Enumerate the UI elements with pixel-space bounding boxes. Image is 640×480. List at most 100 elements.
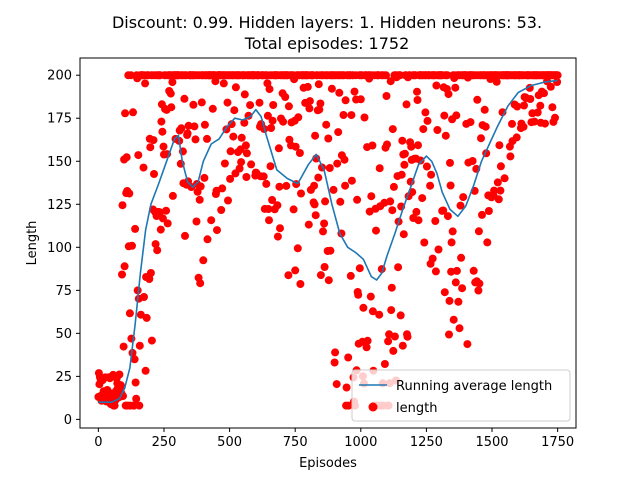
x-tick-label: 1000	[344, 435, 377, 450]
scatter-point	[273, 201, 282, 210]
scatter-point	[508, 119, 516, 128]
scatter-point	[155, 208, 164, 217]
scatter-point	[400, 160, 409, 169]
scatter-point	[197, 98, 206, 107]
scatter-point	[413, 96, 422, 104]
scatter-point	[387, 306, 396, 315]
scatter-point	[493, 178, 502, 187]
scatter-point	[494, 195, 503, 204]
scatter-point	[375, 310, 384, 319]
scatter-point	[157, 117, 166, 126]
scatter-point	[496, 186, 505, 195]
scatter-point	[336, 197, 345, 206]
scatter-point	[342, 383, 351, 392]
scatter-point	[266, 162, 275, 171]
scatter-point	[353, 195, 362, 204]
scatter-point	[316, 271, 325, 280]
scatter-point	[305, 97, 314, 106]
scatter-point	[319, 227, 327, 236]
scatter-point	[447, 238, 456, 247]
scatter-point	[475, 279, 484, 288]
scatter-point	[446, 181, 455, 190]
scatter-point	[386, 197, 395, 206]
scatter-point	[448, 227, 457, 236]
scatter-point	[474, 227, 483, 236]
scatter-point	[340, 155, 349, 164]
scatter-point	[284, 271, 293, 280]
scatter-point	[394, 263, 403, 272]
scatter-series-length	[94, 71, 562, 410]
scatter-point	[513, 102, 522, 111]
scatter-point	[443, 212, 452, 221]
scatter-point	[220, 159, 229, 168]
scatter-point	[506, 152, 515, 161]
scatter-point	[368, 307, 377, 316]
scatter-point	[456, 201, 465, 210]
plot-frame	[79, 57, 577, 429]
scatter-point	[496, 162, 505, 171]
scatter-point	[289, 205, 298, 214]
scatter-point	[362, 343, 371, 352]
scatter-point	[211, 77, 220, 86]
scatter-point	[382, 71, 390, 80]
scatter-point	[291, 266, 300, 275]
scatter-point	[495, 141, 504, 150]
scatter-point	[344, 353, 353, 362]
scatter-point	[181, 231, 189, 240]
scatter-point	[469, 266, 478, 275]
scatter-point	[167, 103, 176, 112]
scatter-point	[341, 181, 350, 190]
scatter-point	[446, 158, 454, 167]
scatter-point	[126, 71, 135, 80]
scatter-point	[120, 262, 129, 271]
scatter-point	[432, 81, 441, 90]
scatter-point	[139, 163, 148, 172]
scatter-point	[512, 133, 521, 142]
scatter-point	[329, 185, 338, 194]
x-axis: 0 250 500 750 1000 1250 1500 1750	[94, 428, 574, 450]
scatter-point	[230, 106, 239, 115]
scatter-point	[273, 232, 282, 241]
scatter-point	[490, 186, 499, 195]
scatter-point	[384, 337, 393, 346]
scatter-point	[156, 225, 165, 234]
scatter-point	[347, 176, 356, 185]
scatter-point	[116, 381, 125, 390]
scatter-point	[231, 83, 240, 92]
scatter-point	[267, 124, 276, 132]
scatter-point	[420, 238, 429, 247]
scatter-point	[341, 96, 350, 105]
scatter-point	[445, 330, 453, 339]
scatter-point	[468, 157, 477, 165]
scatter-point	[242, 173, 251, 181]
x-axis-label: Episodes	[299, 456, 357, 471]
scatter-point	[224, 196, 232, 205]
scatter-point	[226, 174, 235, 183]
scatter-point	[445, 296, 454, 305]
scatter-point	[458, 284, 467, 293]
scatter-point	[484, 207, 493, 215]
scatter-point	[413, 87, 421, 96]
scatter-point	[304, 220, 313, 229]
scatter-point	[397, 170, 406, 179]
scatter-point	[327, 84, 336, 93]
scatter-point	[158, 214, 167, 223]
scatter-point	[189, 100, 198, 109]
scatter-point	[387, 283, 396, 292]
scatter-point	[500, 174, 509, 183]
scatter-point	[168, 191, 177, 200]
scatter-point	[118, 201, 127, 210]
scatter-point	[200, 120, 209, 129]
scatter-point	[457, 253, 466, 262]
scatter-point	[195, 195, 204, 204]
scatter-point	[200, 173, 209, 182]
scatter-point	[291, 142, 300, 151]
scatter-point	[141, 79, 150, 88]
scatter-point	[334, 128, 343, 137]
scatter-point	[324, 276, 333, 285]
scatter-point	[237, 133, 246, 142]
scatter-point	[141, 366, 150, 375]
scatter-point	[375, 164, 384, 173]
scatter-point	[360, 113, 369, 122]
scatter-point	[452, 111, 461, 120]
